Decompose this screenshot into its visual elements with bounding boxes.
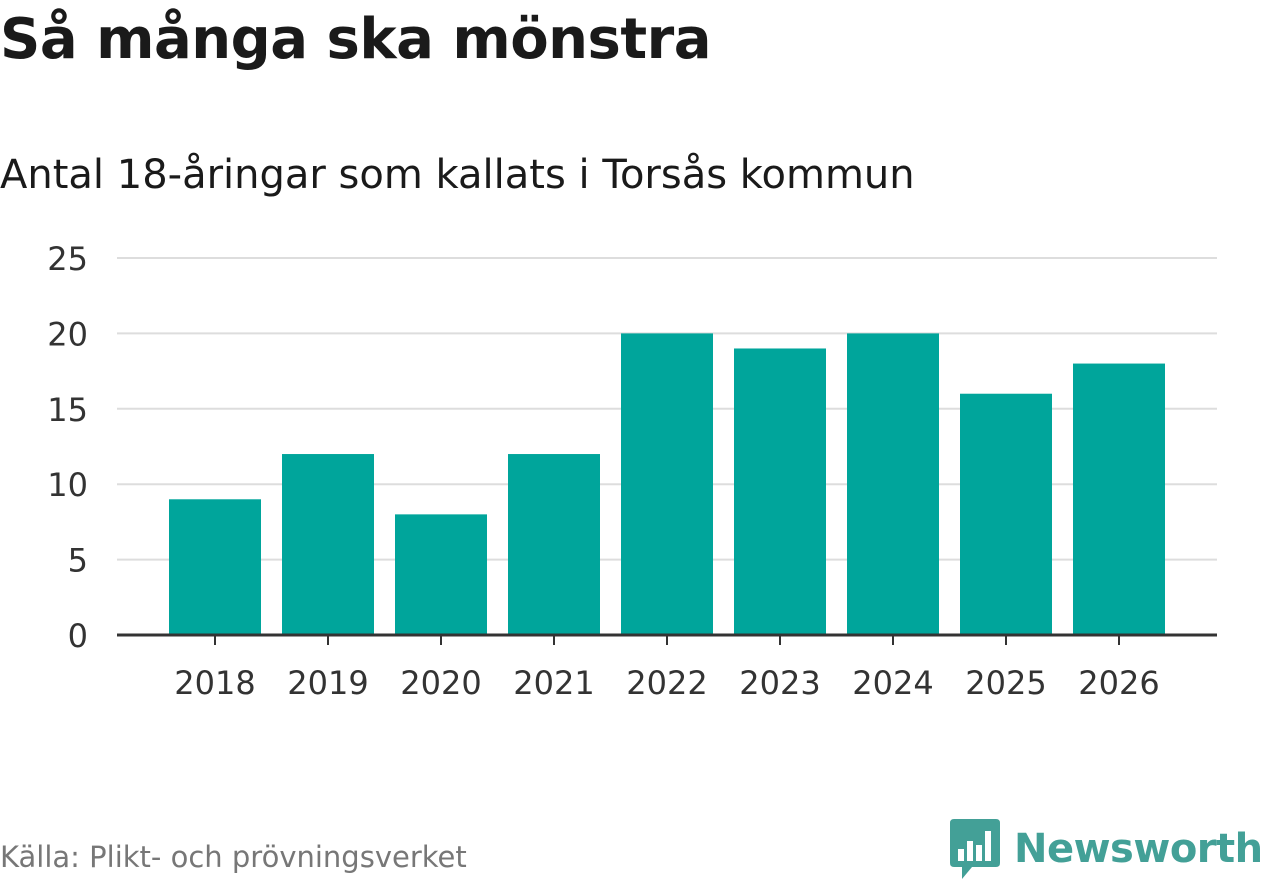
bar-2026 (1073, 363, 1165, 635)
x-tick-label: 2023 (739, 664, 820, 702)
chart-title: Så många ska mönstra (0, 7, 712, 72)
x-axis-ticks: 2018 2019 2020 2021 2022 2023 2024 2025 2026 (174, 635, 1160, 702)
x-tick-label: 2018 (174, 664, 255, 702)
x-tick-label: 2025 (965, 664, 1046, 702)
x-tick-label: 2020 (400, 664, 481, 702)
bar-2025 (960, 393, 1052, 635)
x-tick-label: 2024 (852, 664, 933, 702)
bars (169, 333, 1165, 635)
bar-2019 (282, 454, 374, 635)
source-note: Källa: Plikt- och prövningsverket (0, 840, 467, 874)
brand-logo: Newsworthy (950, 818, 1262, 880)
bar-2023 (734, 348, 826, 635)
brand-name: Newsworthy (1014, 826, 1262, 872)
y-tick-label: 5 (68, 542, 88, 580)
x-tick-label: 2021 (513, 664, 594, 702)
chart-subtitle: Antal 18-åringar som kallats i Torsås ko… (0, 152, 915, 198)
y-tick-label: 20 (47, 315, 88, 353)
y-tick-label: 10 (47, 466, 88, 504)
bar-2021 (508, 454, 600, 635)
x-tick-label: 2022 (626, 664, 707, 702)
x-tick-label: 2026 (1078, 664, 1159, 702)
y-tick-label: 25 (47, 240, 88, 278)
bar-chart-badge-icon (950, 819, 1000, 879)
y-tick-label: 0 (68, 617, 88, 655)
bar-2020 (395, 514, 487, 635)
x-tick-label: 2019 (287, 664, 368, 702)
bar-2018 (169, 499, 261, 635)
bar-2024 (847, 333, 939, 635)
y-axis-ticks: 0 5 10 15 20 25 (47, 240, 88, 655)
bar-2022 (621, 333, 713, 635)
y-tick-label: 15 (47, 391, 88, 429)
